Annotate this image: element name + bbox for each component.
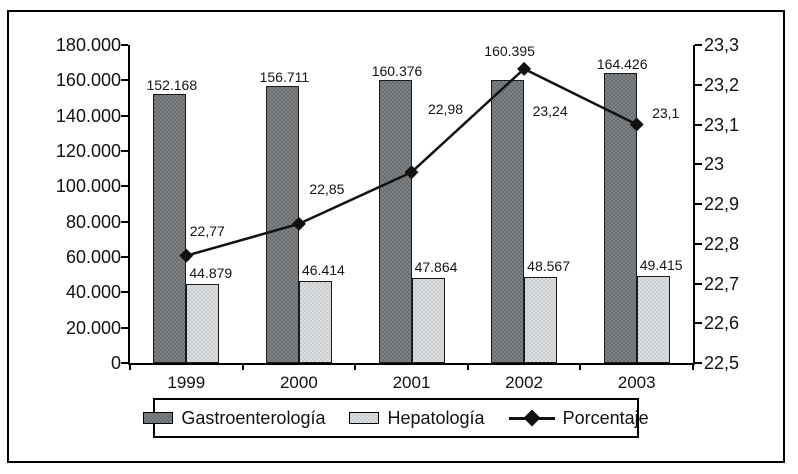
left-axis-tick: [121, 362, 128, 364]
left-axis-tick: [121, 291, 128, 294]
bar-hepatologia-2000: [298, 281, 332, 363]
category-axis: [128, 363, 695, 365]
left-axis-tick-label: 0: [110, 353, 121, 373]
value-label-gastroenterologia: 160.395: [484, 42, 535, 59]
porcentaje-line-marker-icon: [508, 409, 555, 427]
category-label-2000: 2000: [279, 373, 318, 392]
category-label-2003: 2003: [617, 373, 656, 392]
left-axis-tick-label: 120.000: [55, 141, 121, 161]
right-axis-tick-label: 22,7: [704, 273, 740, 294]
right-axis-tick-label: 22,6: [704, 313, 740, 334]
bar-hepatologia-2003: [636, 275, 670, 363]
value-label-gastroenterologia: 152.168: [146, 77, 198, 94]
left-axis-tick-label: 140.000: [55, 105, 121, 126]
right-value-axis: [693, 45, 695, 365]
left-axis-tick: [121, 150, 128, 152]
value-label-porcentaje: 22,98: [427, 101, 464, 118]
left-axis-tick-label: 40.000: [65, 282, 121, 303]
bar-hepatologia-2002: [524, 277, 558, 363]
category-boundary-tick: [129, 363, 131, 370]
bar-gastroenterologia-2002: [491, 79, 525, 363]
category-label-2002: 2002: [505, 373, 544, 392]
left-axis-tick: [121, 256, 128, 258]
right-axis-tick: [695, 203, 702, 205]
right-axis-tick-label: 22,9: [704, 194, 740, 214]
value-label-gastroenterologia: 156.711: [259, 69, 310, 86]
right-axis-tick-label: 23: [704, 154, 725, 175]
value-label-hepatologia: 49.415: [639, 256, 683, 273]
value-label-hepatologia: 48.567: [527, 258, 571, 275]
right-axis-tick-label: 22,8: [704, 233, 740, 254]
category-label-2001: 2001: [392, 373, 431, 392]
legend: Gastroenterología Hepatología Porcentaje: [143, 398, 649, 438]
bar-hepatologia-2001: [411, 278, 445, 363]
left-axis-tick-label: 160.000: [55, 70, 121, 91]
gastroenterologia-swatch-icon: [143, 412, 174, 424]
value-label-hepatologia: 46.414: [301, 262, 345, 278]
right-axis-tick: [695, 83, 702, 86]
value-label-porcentaje: 22,77: [189, 222, 225, 239]
category-boundary-tick: [466, 363, 469, 370]
right-axis-tick: [695, 123, 702, 126]
legend-item-hepatologia: Hepatología: [349, 407, 485, 429]
left-axis-tick: [121, 220, 128, 223]
value-label-gastroenterologia: 160.376: [371, 62, 423, 79]
bar-gastroenterologia-2001: [378, 79, 412, 363]
value-label-porcentaje: 22,85: [309, 180, 345, 197]
right-axis-tick: [695, 362, 702, 364]
left-axis-tick: [121, 185, 128, 188]
right-axis-tick: [695, 163, 702, 166]
category-boundary-tick: [354, 363, 357, 370]
legend-label-hepatologia: Hepatología: [387, 407, 485, 428]
hepatologia-swatch-icon: [349, 412, 380, 424]
value-label-hepatologia: 44.879: [189, 264, 233, 281]
bar-gastroenterologia-2000: [265, 86, 299, 363]
left-axis-tick: [121, 326, 128, 329]
left-axis-tick: [121, 44, 128, 46]
right-axis-tick: [695, 322, 702, 325]
value-label-porcentaje: 23,24: [532, 102, 568, 119]
left-axis-tick-label: 100.000: [55, 176, 121, 197]
value-label-hepatologia: 47.864: [414, 259, 458, 276]
left-axis-tick-label: 180.000: [55, 35, 121, 55]
category-boundary-tick: [241, 363, 244, 370]
right-axis-tick: [695, 242, 702, 245]
right-axis-tick: [695, 282, 702, 285]
right-axis-tick-label: 22,5: [704, 353, 740, 373]
legend-label-gastroenterologia: Gastroenterología: [181, 407, 326, 428]
left-axis-tick: [121, 79, 128, 82]
value-label-porcentaje: 23,1: [652, 104, 680, 121]
left-axis-tick-label: 20.000: [65, 317, 121, 338]
left-value-axis: [128, 45, 130, 365]
right-axis-tick-label: 23,3: [704, 35, 740, 55]
left-axis-tick-label: 80.000: [65, 211, 121, 232]
left-axis-tick-label: 60.000: [65, 247, 121, 267]
bar-gastroenterologia-2003: [603, 72, 637, 363]
value-label-gastroenterologia: 164.426: [596, 55, 648, 72]
left-axis-tick: [121, 114, 128, 117]
category-boundary-tick: [692, 363, 694, 370]
bar-hepatologia-1999: [186, 283, 220, 363]
legend-label-porcentaje: Porcentaje: [562, 407, 649, 428]
bar-gastroenterologia-1999: [153, 94, 187, 363]
legend-item-porcentaje: Porcentaje: [508, 407, 649, 429]
legend-item-gastroenterologia: Gastroenterología: [143, 408, 325, 429]
right-axis-tick-label: 23,1: [704, 114, 740, 135]
category-boundary-tick: [579, 363, 582, 370]
right-axis-tick-label: 23,2: [704, 74, 740, 95]
category-label-1999: 1999: [167, 373, 206, 392]
right-axis-tick: [695, 44, 702, 46]
